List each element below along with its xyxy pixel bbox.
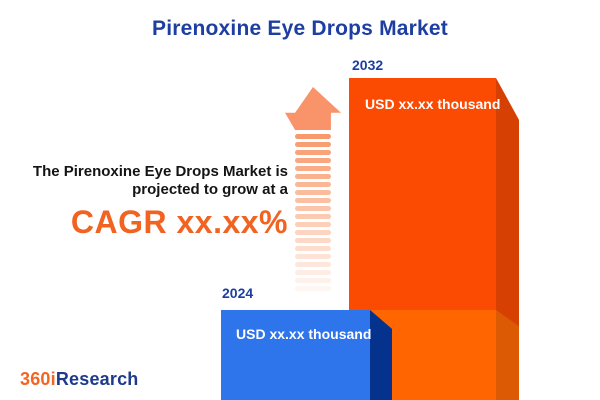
cagr-value: CAGR xx.xx% bbox=[70, 204, 288, 240]
growth-arrow-tail-bar bbox=[295, 246, 331, 251]
page-title: Pirenoxine Eye Drops Market bbox=[151, 17, 448, 40]
growth-arrow-tail-bar bbox=[295, 278, 331, 283]
intro-line-1: The Pirenoxine Eye Drops Market is bbox=[32, 163, 288, 180]
growth-arrow-tail-bar bbox=[295, 286, 331, 291]
growth-arrow-tail-bar bbox=[295, 190, 331, 195]
growth-arrow-tail-bar bbox=[295, 222, 331, 227]
intro-text: The Pirenoxine Eye Drops Market is proje… bbox=[16, 163, 288, 241]
bar-2024-side bbox=[370, 310, 392, 400]
growth-arrow-tail-bar bbox=[295, 158, 331, 163]
growth-arrow-tail-bar bbox=[295, 206, 331, 211]
growth-arrow-tail-bar bbox=[295, 174, 331, 179]
growth-arrow-tail-bar bbox=[295, 214, 331, 219]
growth-arrow-tail-bar bbox=[295, 270, 331, 275]
bar-2024-front bbox=[221, 310, 370, 400]
bar-2032-side bbox=[496, 78, 519, 400]
logo-part-research: Research bbox=[55, 369, 139, 389]
bar-2032-year-label: 2032 bbox=[352, 57, 384, 73]
growth-arrow-tail-bar bbox=[295, 254, 331, 259]
growth-arrow-tail-bar bbox=[295, 134, 331, 139]
growth-arrow-tail-bar bbox=[295, 230, 331, 235]
growth-arrow-tail-bar bbox=[295, 166, 331, 171]
growth-arrow-tail-bar bbox=[295, 142, 331, 147]
growth-arrow-tail-bar bbox=[295, 198, 331, 203]
growth-arrow-icon bbox=[285, 87, 341, 130]
bar-2032-value-label: USD xx.xx thousand bbox=[365, 96, 501, 112]
bar-2024-value-label: USD xx.xx thousand bbox=[236, 326, 372, 342]
logo-part-360i: 360i bbox=[20, 369, 56, 389]
bar-2032-side-lower bbox=[496, 310, 519, 400]
bar-2024-year-label: 2024 bbox=[222, 285, 254, 301]
growth-arrow-tail-bar bbox=[295, 150, 331, 155]
growth-arrow-tail-bar bbox=[295, 182, 331, 187]
growth-arrow-tail-bar bbox=[295, 238, 331, 243]
intro-line-2: projected to grow at a bbox=[132, 181, 288, 198]
growth-arrow-tail-bar bbox=[295, 262, 331, 267]
logo: 360iResearch bbox=[20, 369, 139, 390]
bar-2032-front-upper bbox=[349, 78, 496, 310]
